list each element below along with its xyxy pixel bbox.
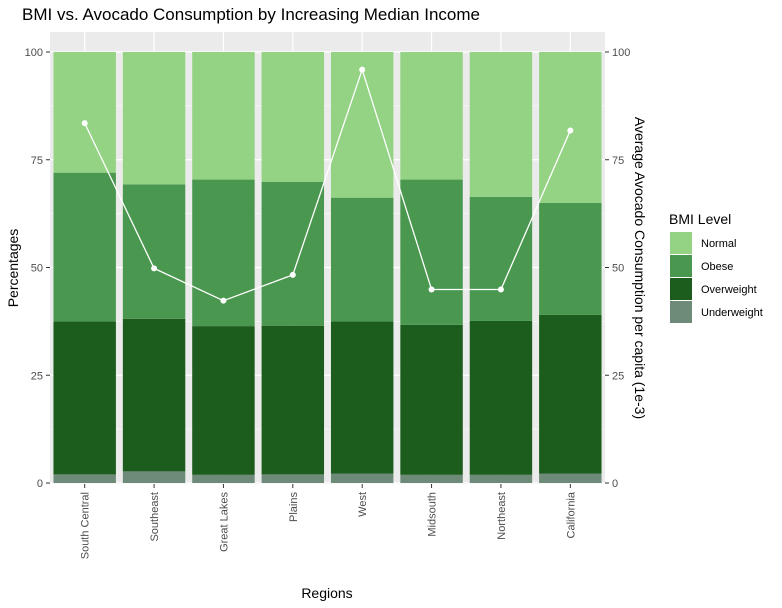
bar-underweight-west <box>330 473 394 483</box>
consumption-line <box>81 66 574 304</box>
bar-normal-plains <box>261 52 325 182</box>
y2-tick-label: 75 <box>612 155 624 167</box>
bar-obese-plains <box>261 181 325 326</box>
bar-normal-great-lakes <box>192 52 255 180</box>
bar-underweight-southeast <box>122 471 186 483</box>
x-tick-label: Midsouth <box>427 492 439 537</box>
bar-underweight-california <box>539 473 602 483</box>
bar-normal-south-central <box>53 52 116 173</box>
legend-swatch-overweight <box>670 278 692 300</box>
y-tick-label: 50 <box>31 263 43 275</box>
consumption-point <box>289 271 296 278</box>
bar-obese-california <box>539 202 602 315</box>
consumption-point <box>428 286 435 293</box>
consumption-point <box>151 265 158 272</box>
legend-swatch-underweight <box>670 301 692 323</box>
x-tick-label: Northeast <box>496 492 508 540</box>
x-axis: South Central Southeast Great Lakes Plains W… <box>80 484 577 559</box>
consumption-point <box>359 66 366 73</box>
bar-obese-midsouth <box>400 179 463 325</box>
bar-overweight-southeast <box>122 318 186 472</box>
bar-underweight-plains <box>261 474 325 483</box>
legend-label-overweight: Overweight <box>701 284 757 296</box>
y-axis-left: 0 25 50 75 100 <box>25 47 50 490</box>
bar-underweight-midsouth <box>400 474 463 483</box>
y-axis-right: 0 25 50 75 100 <box>605 47 630 490</box>
x-tick-label: Southeast <box>149 492 161 542</box>
legend: BMI Level Normal Obese Overweight Underweig… <box>669 211 763 323</box>
legend-label-normal: Normal <box>701 238 736 250</box>
y2-axis-title: Average Avocado Consumption per capita (… <box>632 117 648 419</box>
bar-normal-southeast <box>122 52 186 185</box>
y2-tick-label: 25 <box>612 370 624 382</box>
y2-tick-label: 50 <box>612 263 624 275</box>
bar-normal-west <box>330 52 394 198</box>
y-tick-label: 25 <box>31 370 43 382</box>
legend-swatch-obese <box>670 255 692 277</box>
x-tick-label: California <box>565 491 577 538</box>
legend-label-underweight: Underweight <box>701 307 763 319</box>
x-axis-title: Regions <box>301 585 352 601</box>
x-tick-label: Plains <box>288 492 300 522</box>
consumption-line-path <box>84 67 571 302</box>
consumption-point <box>220 297 227 304</box>
y2-tick-label: 0 <box>612 478 618 490</box>
y2-tick-label: 100 <box>612 47 630 59</box>
bar-overweight-california <box>539 314 602 474</box>
bar-overweight-west <box>330 321 394 474</box>
bar-obese-southeast <box>122 184 186 319</box>
bar-obese-west <box>330 197 394 322</box>
y-tick-label: 75 <box>31 155 43 167</box>
x-tick-label: Great Lakes <box>218 492 230 552</box>
consumption-point <box>567 127 574 134</box>
consumption-point <box>81 120 88 127</box>
bar-underweight-northeast <box>469 474 533 483</box>
bar-obese-great-lakes <box>192 179 255 327</box>
x-tick-label: South Central <box>80 492 92 559</box>
legend-label-obese: Obese <box>701 261 733 273</box>
bar-overweight-south-central <box>53 321 116 475</box>
bar-overweight-plains <box>261 325 325 475</box>
y-axis-title: Percentages <box>5 229 21 308</box>
bar-normal-midsouth <box>400 52 463 180</box>
y-tick-label: 0 <box>37 478 43 490</box>
bar-obese-south-central <box>53 172 116 322</box>
bar-underweight-south-central <box>53 474 116 483</box>
bar-underweight-great-lakes <box>192 474 255 483</box>
bar-overweight-midsouth <box>400 324 463 475</box>
chart-title: BMI vs. Avocado Consumption by Increasin… <box>22 5 480 24</box>
x-tick-label: West <box>357 492 369 517</box>
bar-normal-northeast <box>469 52 533 197</box>
bar-obese-northeast <box>469 196 533 321</box>
consumption-point <box>497 286 504 293</box>
y-tick-label: 100 <box>25 47 43 59</box>
stacked-bars <box>53 52 602 483</box>
legend-swatch-normal <box>670 232 692 254</box>
bar-overweight-northeast <box>469 320 533 475</box>
legend-title: BMI Level <box>669 211 731 227</box>
bar-overweight-great-lakes <box>192 326 255 475</box>
